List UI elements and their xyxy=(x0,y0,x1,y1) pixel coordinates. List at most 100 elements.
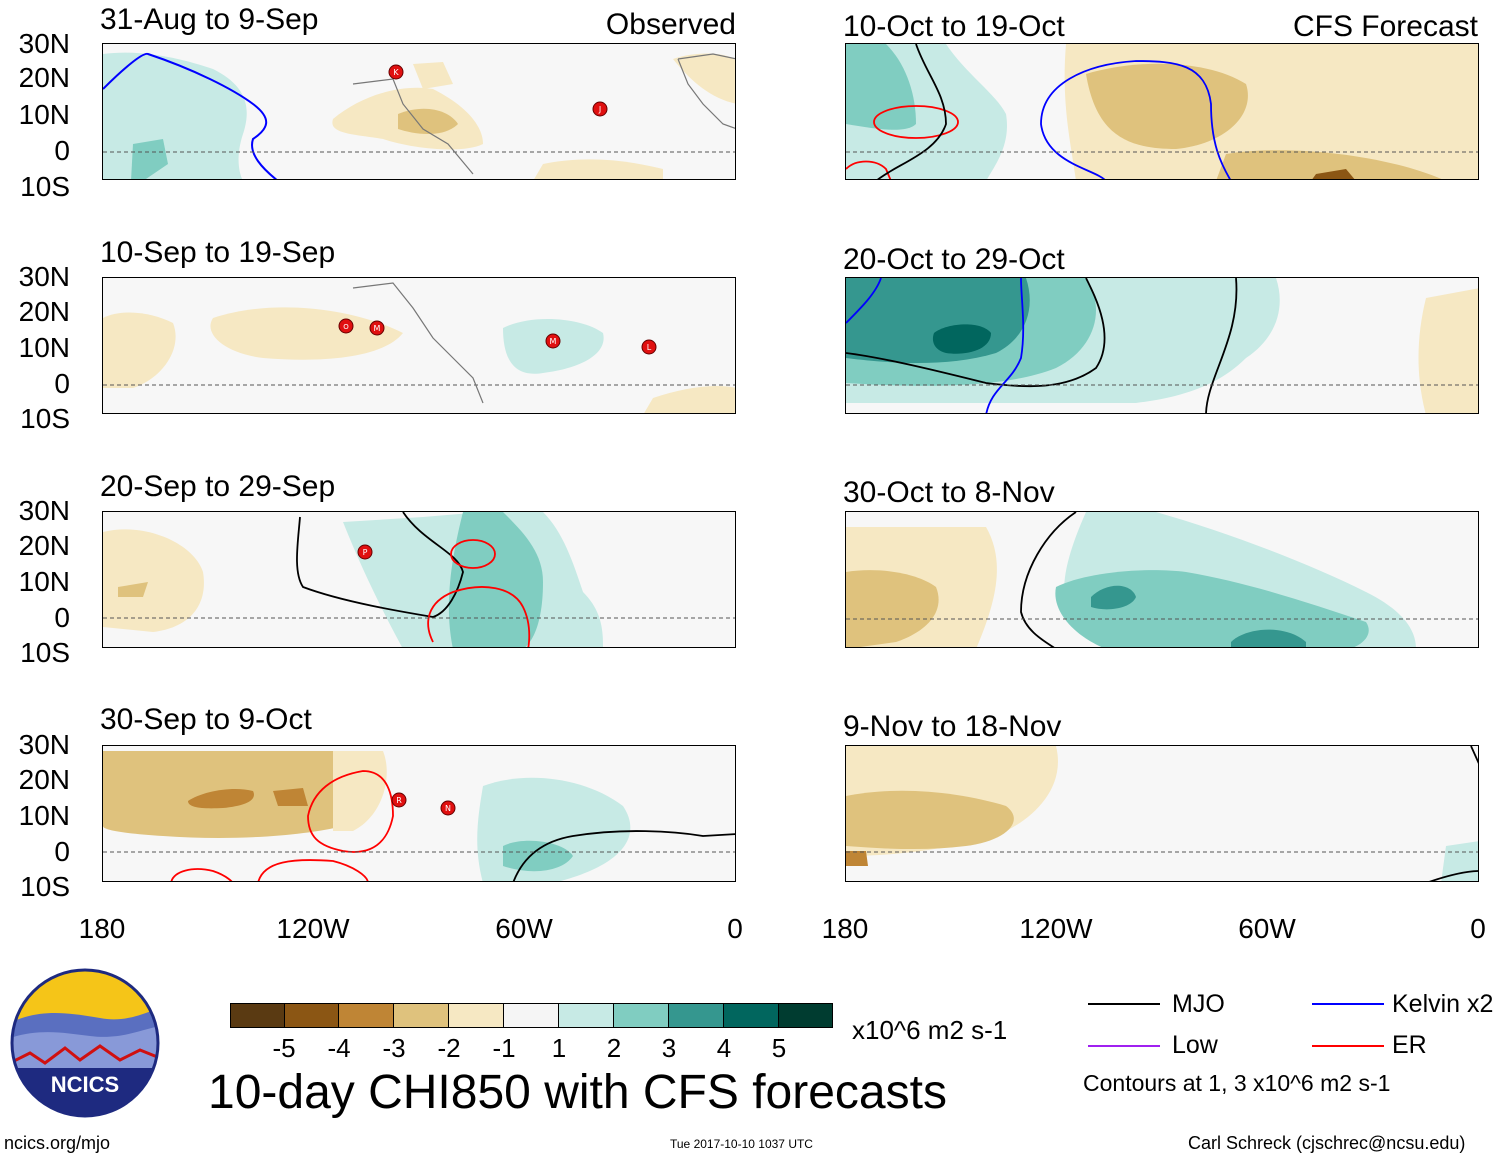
main-title: 10-day CHI850 with CFS forecasts xyxy=(208,1066,947,1119)
anomaly-positive xyxy=(448,512,543,647)
svg-text:M: M xyxy=(374,324,381,333)
colorbar-tick: 3 xyxy=(661,1033,677,1063)
svg-text:R: R xyxy=(396,796,402,805)
legend-mjo-label: MJO xyxy=(1172,990,1225,1018)
map-panel-obs-2 xyxy=(102,277,736,414)
map-panel-fcst-1 xyxy=(845,43,1479,180)
anomaly-negative xyxy=(1418,288,1478,413)
anomaly-negative xyxy=(1086,63,1248,149)
er-contour xyxy=(427,586,531,647)
colorbar-swatch xyxy=(338,1003,394,1028)
lat-label: 30N xyxy=(18,261,70,292)
lon-label: 120W xyxy=(1019,913,1093,944)
map-graphic xyxy=(846,512,1478,647)
svg-text:K: K xyxy=(393,68,399,77)
legend-er-label: ER xyxy=(1392,1031,1427,1059)
colorbar-swatch xyxy=(558,1003,614,1028)
anomaly-negative xyxy=(673,53,735,104)
tropical-cyclone-icon: O xyxy=(336,318,356,339)
lat-label: 0 xyxy=(54,135,70,166)
anomaly-negative xyxy=(846,851,868,866)
anomaly-negative xyxy=(413,62,453,89)
kelvin-contour xyxy=(1040,60,1231,179)
lat-label: 10S xyxy=(20,871,70,902)
lat-label: 30N xyxy=(18,28,70,59)
legend-kelvin-line xyxy=(1312,1003,1384,1005)
legend-low-line xyxy=(1088,1045,1160,1047)
er-contour xyxy=(257,859,369,881)
mjo-contour xyxy=(1470,746,1478,764)
svg-text:L: L xyxy=(647,343,652,352)
observed-label: Observed xyxy=(605,8,736,41)
svg-text:O: O xyxy=(343,323,349,331)
colorbar-tick: 2 xyxy=(606,1033,622,1063)
panel-title-obs-2: 10-Sep to 19-Sep xyxy=(100,236,336,269)
map-graphic xyxy=(846,44,1478,179)
panel-title-fcst-2: 20-Oct to 29-Oct xyxy=(843,243,1065,276)
map-panel-fcst-4 xyxy=(845,745,1479,882)
footer-url[interactable]: ncics.org/mjo xyxy=(4,1133,111,1153)
map-graphic xyxy=(103,52,735,179)
colorbar-swatch xyxy=(393,1003,449,1028)
anomaly-negative xyxy=(846,790,1014,850)
map-graphic xyxy=(103,751,735,881)
svg-text:N: N xyxy=(445,804,451,813)
map-panel-obs-1 xyxy=(102,43,736,180)
lat-label: 20N xyxy=(18,530,70,561)
tropical-cyclone-icon: P xyxy=(357,544,373,565)
lat-label: 10S xyxy=(20,403,70,434)
colorbar-swatch xyxy=(668,1003,724,1028)
panel-title-obs-1: 31-Aug to 9-Sep xyxy=(100,3,319,36)
mjo-contour xyxy=(512,830,735,881)
lat-label: 0 xyxy=(54,368,70,399)
colorbar-swatch xyxy=(503,1003,559,1028)
lat-label: 10N xyxy=(18,99,70,130)
lat-label: 20N xyxy=(18,764,70,795)
anomaly-positive xyxy=(1091,585,1136,610)
tropical-cyclone-icon: K xyxy=(388,64,404,85)
lat-label: 10S xyxy=(20,637,70,668)
anomaly-positive xyxy=(846,44,916,130)
er-contour xyxy=(170,868,233,881)
lon-label: 120W xyxy=(276,913,350,944)
panel-title-obs-4: 30-Sep to 9-Oct xyxy=(100,703,312,736)
svg-text:NCICS: NCICS xyxy=(51,1072,119,1097)
lat-label: 0 xyxy=(54,602,70,633)
colorbar-swatch xyxy=(778,1003,833,1028)
colorbar-swatch xyxy=(723,1003,779,1028)
lat-label: 10N xyxy=(18,566,70,597)
tropical-cyclone-icon: J xyxy=(592,101,608,122)
legend-mjo-line xyxy=(1088,1003,1160,1005)
lat-label: 0 xyxy=(54,836,70,867)
panel-title-obs-3: 20-Sep to 29-Sep xyxy=(100,470,336,503)
forecast-label: CFS Forecast xyxy=(1292,10,1478,43)
colorbar-swatch xyxy=(284,1003,339,1028)
colorbar-tick: 4 xyxy=(716,1033,732,1063)
anomaly-negative xyxy=(1312,169,1355,179)
anomaly-negative xyxy=(273,788,308,806)
map-graphic xyxy=(103,512,735,647)
map-graphic xyxy=(846,746,1478,881)
panel-title-fcst-4: 9-Nov to 18-Nov xyxy=(843,710,1062,743)
mjo-contour xyxy=(877,44,947,179)
mjo-contour xyxy=(846,278,1106,388)
colorbar-tick: 1 xyxy=(551,1033,567,1063)
anomaly-negative xyxy=(846,570,939,647)
anomaly-positive xyxy=(1055,570,1369,647)
kelvin-contour xyxy=(846,278,882,324)
lat-label: 30N xyxy=(18,495,70,526)
colorbar-tick: -2 xyxy=(437,1033,461,1063)
tropical-cyclone-icon: N xyxy=(440,800,456,821)
lat-label: 10S xyxy=(20,171,70,202)
colorbar-swatch xyxy=(613,1003,669,1028)
anomaly-negative xyxy=(103,312,176,388)
lon-label: 180 xyxy=(821,913,869,944)
panel-title-fcst-1: 10-Oct to 19-Oct xyxy=(843,10,1065,43)
er-contour xyxy=(846,160,892,179)
colorbar-tick: -3 xyxy=(382,1033,406,1063)
er-contour xyxy=(450,539,496,569)
lat-label: 10N xyxy=(18,332,70,363)
svg-text:P: P xyxy=(363,548,368,557)
footer-timestamp: Tue 2017-10-10 1037 UTC xyxy=(670,1137,813,1151)
lon-label: 180 xyxy=(78,913,126,944)
